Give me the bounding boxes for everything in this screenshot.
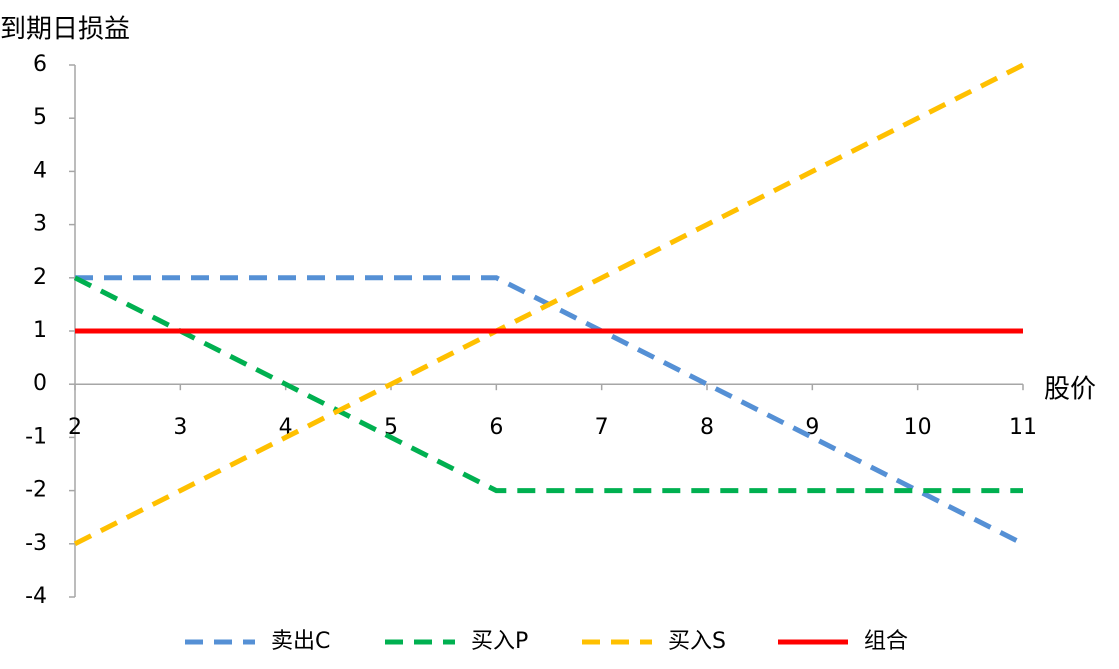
x-tick-label: 3 [173,415,187,440]
x-tick-label: 7 [595,415,609,440]
y-tick-label: 2 [33,265,47,290]
x-tick-label: 2 [68,415,82,440]
legend-label: 买入P [471,629,528,654]
x-tick-label: 11 [1009,415,1037,440]
y-axis-title: 到期日损益 [0,15,130,45]
series-line [75,275,1025,547]
series-line [73,275,1023,494]
x-axis-title: 股价 [1044,375,1096,405]
y-tick-label: -4 [25,584,47,609]
y-tick-label: 1 [33,318,47,343]
y-tick-label: -2 [25,478,47,503]
y-tick-label: -1 [25,424,47,449]
series-line [73,62,1025,547]
legend-label: 组合 [864,629,908,654]
y-tick-label: 0 [33,371,47,396]
legend-label: 卖出C [271,629,330,654]
y-tick-label: 4 [33,158,47,183]
legend-label: 买入S [668,629,726,654]
x-tick-label: 6 [489,415,503,440]
y-tick-label: 6 [33,52,47,77]
y-tick-label: -3 [25,531,47,556]
y-tick-label: 5 [33,105,47,130]
x-tick-label: 8 [700,415,714,440]
x-tick-label: 10 [904,415,932,440]
y-tick-label: 3 [33,212,47,237]
